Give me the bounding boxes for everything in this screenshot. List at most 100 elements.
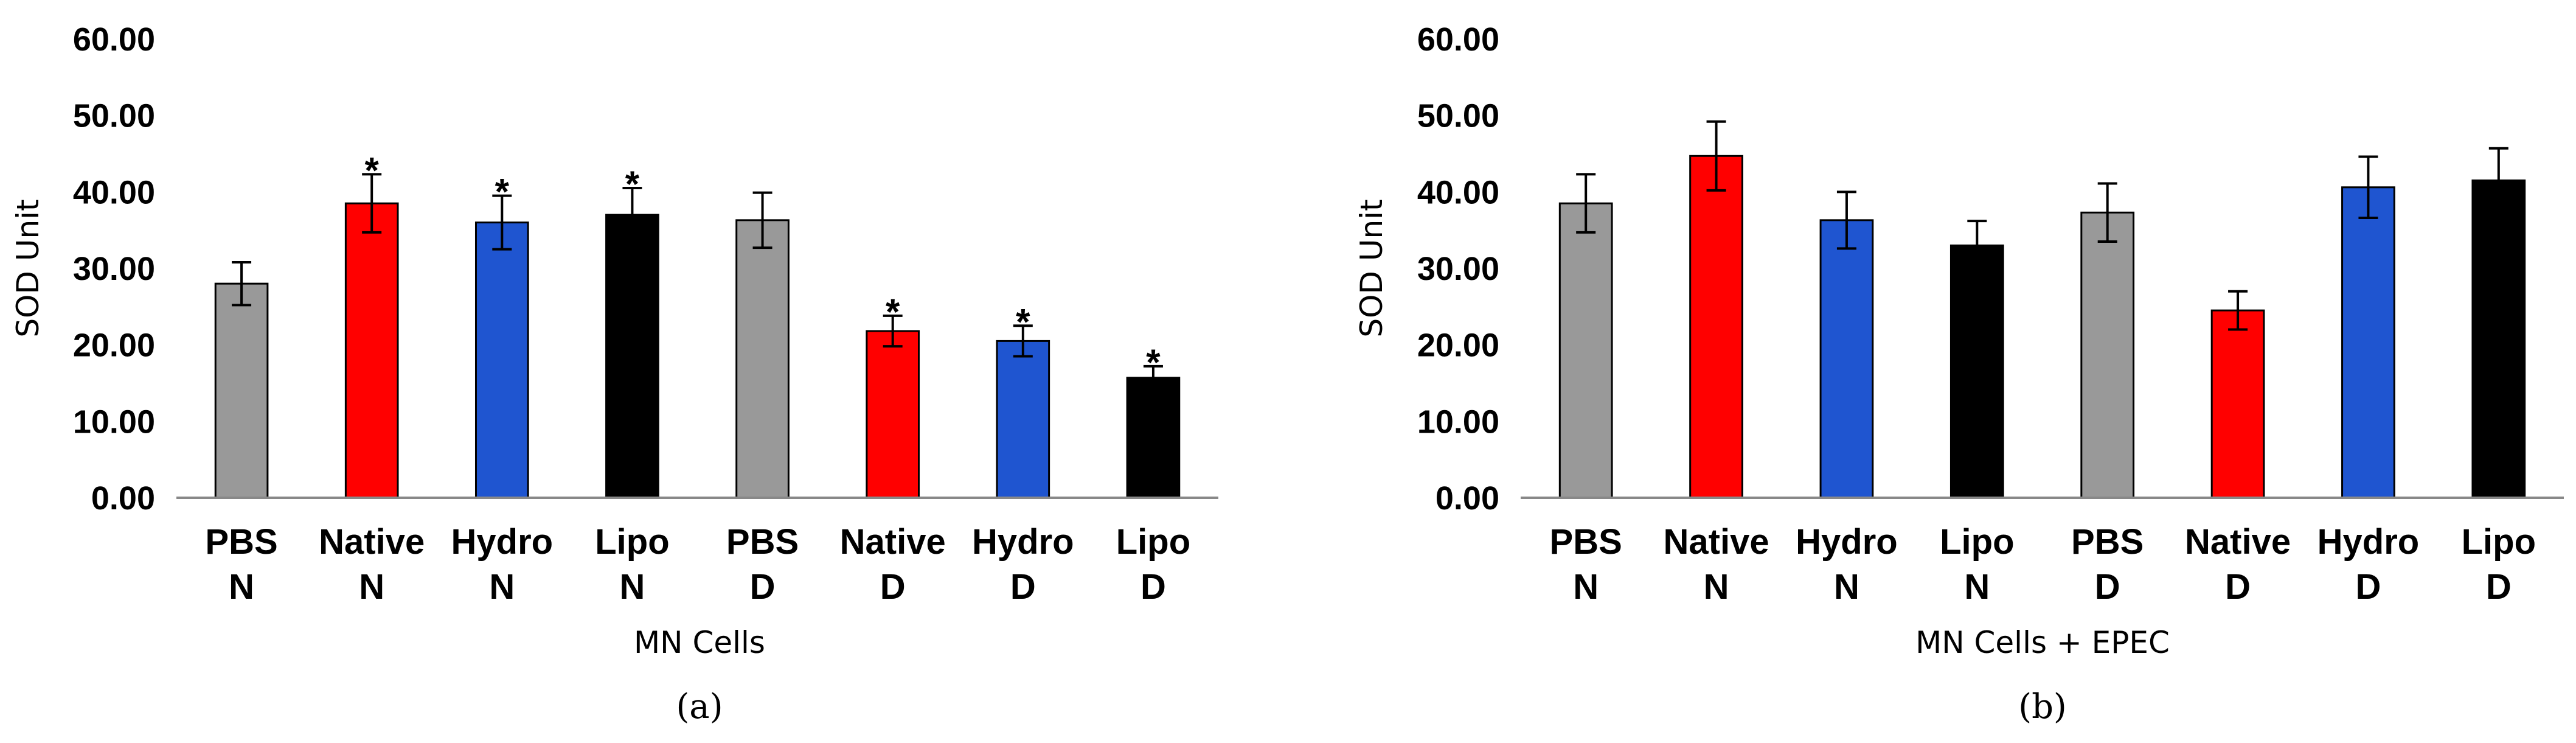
significance-marks: * * * * * * bbox=[365, 150, 1161, 382]
bar bbox=[866, 330, 920, 499]
error-bar bbox=[2358, 155, 2378, 220]
error-bar bbox=[492, 194, 512, 251]
bar bbox=[1949, 244, 2004, 499]
y-tick-label: 50.00 bbox=[73, 98, 155, 134]
significance-asterisk: * bbox=[1016, 301, 1030, 342]
bar bbox=[2341, 186, 2395, 499]
category-label-line1: Native bbox=[840, 522, 946, 562]
category-label-line1: Hydro bbox=[451, 522, 554, 562]
error-bar bbox=[622, 187, 642, 243]
y-axis-title: SOD Unit bbox=[10, 199, 46, 337]
y-tick-label: 0.00 bbox=[91, 480, 155, 517]
category-label-line2: D bbox=[2486, 567, 2512, 607]
bar bbox=[1819, 219, 1874, 499]
bar bbox=[735, 219, 790, 499]
error-bar bbox=[883, 314, 903, 348]
y-tick-label: 10.00 bbox=[1417, 403, 1499, 440]
error-bar bbox=[1836, 190, 1856, 250]
error-bars bbox=[1576, 120, 2508, 331]
y-tick-label: 0.00 bbox=[1436, 480, 1499, 517]
significance-asterisk: * bbox=[886, 291, 900, 332]
bar-series bbox=[1558, 155, 2526, 499]
category-label-line2: N bbox=[229, 567, 254, 607]
category-label-line2: N bbox=[1964, 567, 1990, 607]
error-bar bbox=[2488, 147, 2508, 214]
significance-asterisk: * bbox=[625, 164, 640, 204]
chart-panel-a: SOD Unit 0.00 10.00 20.00 30.00 40.00 50.00 60… bbox=[10, 21, 1218, 727]
category-label-line1: Hydro bbox=[1796, 522, 1898, 562]
bar bbox=[2471, 179, 2526, 499]
category-label-line1: PBS bbox=[726, 522, 799, 562]
category-label-line2: N bbox=[489, 567, 515, 607]
category-label-line1: PBS bbox=[205, 522, 277, 562]
category-label-line1: Hydro bbox=[972, 522, 1074, 562]
category-label-line1: Lipo bbox=[595, 522, 669, 562]
error-bar bbox=[752, 191, 772, 249]
error-bar bbox=[1706, 120, 1726, 192]
bar bbox=[1126, 377, 1181, 499]
y-tick-label: 20.00 bbox=[73, 327, 155, 364]
category-label-line2: N bbox=[619, 567, 645, 607]
bar bbox=[996, 340, 1050, 499]
category-label-line2: D bbox=[2355, 567, 2381, 607]
category-labels: PBSNNativeNHydroNLipoNPBSDNativeDHydroDL… bbox=[1550, 522, 2536, 607]
error-bars bbox=[232, 173, 1163, 391]
bar bbox=[1558, 202, 1613, 499]
category-label-line2: D bbox=[880, 567, 906, 607]
y-tick-label: 30.00 bbox=[73, 251, 155, 287]
significance-asterisk: * bbox=[365, 150, 380, 190]
panel-caption: (a) bbox=[676, 687, 723, 727]
error-bar bbox=[1967, 220, 1987, 271]
category-label-line1: PBS bbox=[1550, 522, 1622, 562]
bar bbox=[1689, 155, 1743, 499]
significance-asterisk: * bbox=[1146, 342, 1161, 383]
error-bar bbox=[232, 260, 252, 307]
bar bbox=[2080, 211, 2135, 499]
bar bbox=[474, 222, 529, 499]
category-label-line2: D bbox=[2095, 567, 2120, 607]
category-label-line1: Native bbox=[1664, 522, 1769, 562]
y-tick-label: 60.00 bbox=[73, 21, 155, 58]
error-bar bbox=[1013, 324, 1033, 358]
chart-panel-b: SOD Unit 0.00 10.00 20.00 30.00 40.00 50.00 60… bbox=[1354, 21, 2564, 727]
error-bar bbox=[1576, 173, 1596, 234]
x-axis-title: MN Cells bbox=[634, 625, 765, 660]
category-label-line1: PBS bbox=[2071, 522, 2144, 562]
category-label-line2: N bbox=[1834, 567, 1859, 607]
bar bbox=[605, 214, 659, 499]
category-label-line1: Hydro bbox=[2317, 522, 2420, 562]
bar-series bbox=[214, 202, 1181, 499]
y-tick-label: 20.00 bbox=[1417, 327, 1499, 364]
category-label-line2: N bbox=[359, 567, 384, 607]
category-label-line1: Native bbox=[2185, 522, 2291, 562]
category-label-line2: D bbox=[1010, 567, 1036, 607]
y-axis-title: SOD Unit bbox=[1354, 199, 1389, 337]
y-tick-label: 10.00 bbox=[73, 403, 155, 440]
y-tick-labels: 0.00 10.00 20.00 30.00 40.00 50.00 60.00 bbox=[73, 21, 155, 517]
category-label-line2: D bbox=[2225, 567, 2251, 607]
y-tick-label: 50.00 bbox=[1417, 98, 1499, 134]
category-label-line2: D bbox=[750, 567, 776, 607]
error-bar bbox=[1143, 365, 1163, 391]
error-bar bbox=[2228, 290, 2248, 331]
category-label-line1: Lipo bbox=[1116, 522, 1190, 562]
category-label-line2: N bbox=[1573, 567, 1599, 607]
y-tick-label: 60.00 bbox=[1417, 21, 1499, 58]
error-bar bbox=[2097, 182, 2117, 243]
y-tick-labels: 0.00 10.00 20.00 30.00 40.00 50.00 60.00 bbox=[1417, 21, 1499, 517]
error-bar bbox=[362, 173, 382, 234]
bar bbox=[214, 282, 269, 499]
category-label-line1: Lipo bbox=[2462, 522, 2536, 562]
category-labels: PBSNNativeNHydroNLipoNPBSDNativeDHydroDL… bbox=[205, 522, 1190, 607]
category-label-line2: N bbox=[1704, 567, 1729, 607]
y-tick-label: 40.00 bbox=[73, 174, 155, 211]
x-axis-title: MN Cells + EPEC bbox=[1915, 625, 2170, 660]
panel-caption: (b) bbox=[2018, 687, 2067, 727]
significance-asterisk: * bbox=[495, 172, 510, 212]
y-tick-label: 30.00 bbox=[1417, 251, 1499, 287]
bar bbox=[2210, 309, 2265, 499]
category-label-line1: Lipo bbox=[1940, 522, 2014, 562]
bar bbox=[344, 202, 399, 499]
y-tick-label: 40.00 bbox=[1417, 174, 1499, 211]
